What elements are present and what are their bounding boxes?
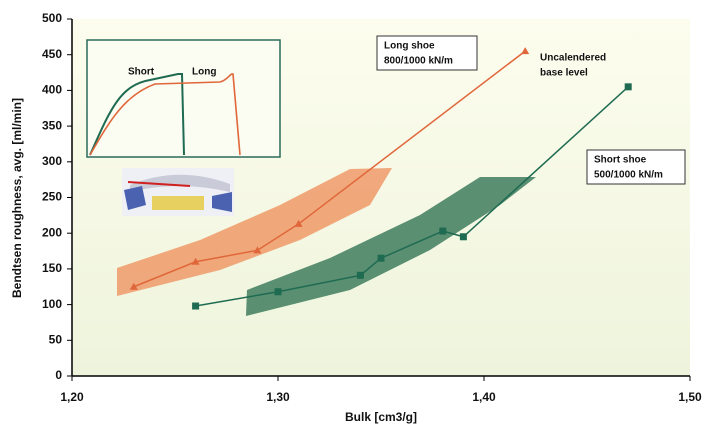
x-axis-title: Bulk [cm3/g] [345,410,417,424]
inset-label: Long [192,67,216,78]
y-tick-label: 100 [42,297,62,311]
x-tick-label: 1,30 [266,390,290,404]
y-axis-title: Bendtsen roughness, avg. [ml/min] [10,98,24,298]
marker [192,303,199,310]
inset-label: Short [128,67,155,78]
annotation-text: 500/1000 kN/m [594,170,663,181]
chart: Short Long Bendtsen roughness, avg. [ml/… [0,0,709,427]
y-tick-label: 200 [42,225,62,239]
marker [439,228,446,235]
x-tick-label: 1,50 [678,390,702,404]
y-tick-label: 400 [42,83,62,97]
marker [378,255,385,262]
y-tick-label: 150 [42,261,62,275]
annotation-text: 800/1000 kN/m [384,56,453,67]
marker [357,272,364,279]
y-tick-label: 450 [42,47,62,61]
y-tick-label: 350 [42,118,62,132]
marker [625,83,632,90]
y-tick-label: 50 [49,332,63,346]
y-tick-label: 500 [42,11,62,25]
marker [275,288,282,295]
annotation-text: Uncalendered [540,53,606,64]
press-illustration [122,168,234,216]
y-tick-label: 300 [42,154,62,168]
x-tick-label: 1,20 [60,390,84,404]
y-tick-label: 0 [55,368,62,382]
annotation-text: Long shoe [384,41,435,52]
x-tick-label: 1,40 [472,390,496,404]
illustration-shoe-base [152,196,204,210]
annotation-text: Short shoe [594,155,647,166]
marker [460,233,467,240]
annotation-text: base level [540,68,588,79]
y-tick-label: 250 [42,190,62,204]
